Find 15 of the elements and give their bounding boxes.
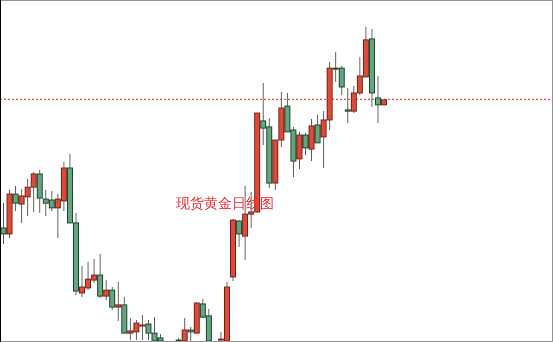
- candlestick: [374, 75, 381, 124]
- candlestick: [296, 131, 302, 170]
- candlestick: [109, 286, 116, 310]
- candlestick: [302, 132, 308, 156]
- candlestick: [236, 220, 242, 248]
- candlestick: [115, 281, 122, 322]
- candlestick: [308, 118, 315, 162]
- candlestick: [182, 318, 188, 341]
- candlestick: [344, 87, 351, 124]
- candlestick: [1, 202, 6, 244]
- candlestick: [97, 254, 104, 298]
- candlestick: [314, 114, 321, 144]
- candlestick: [103, 280, 110, 300]
- candlestick: [188, 326, 194, 341]
- candlestick: [12, 185, 19, 212]
